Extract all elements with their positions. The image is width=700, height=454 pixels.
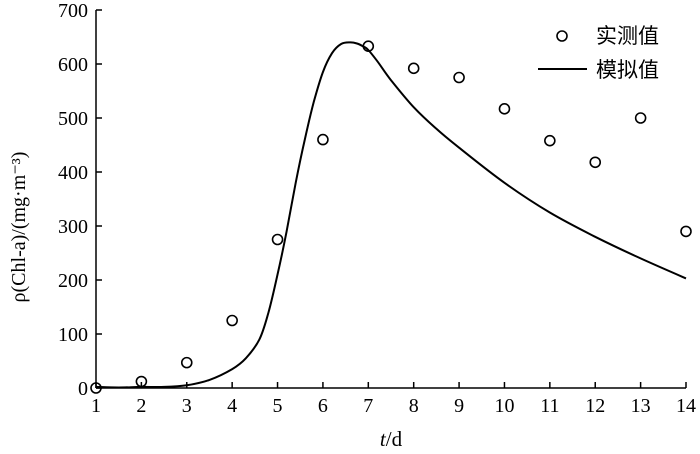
- y-tick-label: 500: [58, 108, 88, 130]
- x-axis-label-var: t: [380, 427, 387, 451]
- data-point-measured: [407, 62, 420, 75]
- data-point-measured: [634, 112, 647, 124]
- y-tick-label: 300: [58, 216, 88, 238]
- data-point-measured: [90, 382, 102, 394]
- x-tick-label: 4: [227, 395, 237, 417]
- y-ticks: 0 100 200 300 400 500 600 700: [58, 0, 102, 400]
- data-point-measured: [362, 40, 375, 52]
- data-point-measured: [135, 375, 148, 388]
- data-point-measured: [453, 71, 465, 84]
- legend-marker-measured: [556, 30, 568, 42]
- x-tick-label: 12: [585, 395, 605, 417]
- series-line-simulated: [95, 41, 687, 389]
- x-tick-label: 14: [676, 395, 696, 417]
- x-tick-label: 10: [494, 395, 514, 417]
- x-tick-label: 8: [409, 395, 419, 417]
- x-tick-label: 7: [363, 395, 373, 417]
- legend-label-measured: 实测值: [596, 24, 659, 48]
- y-tick-label: 400: [58, 162, 88, 184]
- axes: [95, 10, 686, 389]
- data-point-measured: [226, 314, 238, 327]
- data-point-measured: [271, 233, 284, 246]
- y-tick-label: 100: [58, 324, 88, 346]
- y-axis-label: ρ(Chl-a)/(mg·m⁻³): [8, 152, 30, 303]
- x-tick-label: 5: [273, 395, 283, 417]
- data-point-measured: [317, 133, 329, 146]
- legend: 实测值 模拟值: [538, 24, 659, 82]
- y-tick-label: 200: [58, 270, 88, 292]
- x-tick-label: 6: [318, 395, 328, 417]
- data-point-measured: [180, 356, 193, 369]
- x-tick-label: 11: [540, 395, 559, 417]
- x-tick-label: 9: [454, 395, 464, 417]
- data-point-measured: [680, 225, 692, 238]
- x-tick-label: 1: [91, 395, 101, 417]
- legend-label-simulated: 模拟值: [596, 58, 659, 82]
- x-axis-label: t/d: [380, 427, 403, 451]
- x-tick-label: 2: [136, 395, 146, 417]
- y-tick-label: 0: [78, 378, 88, 400]
- x-tick-label: 3: [182, 395, 192, 417]
- series-layer: [90, 40, 692, 394]
- data-point-measured: [544, 134, 556, 147]
- x-tick-label: 13: [631, 395, 651, 417]
- y-tick-label: 600: [58, 54, 88, 76]
- x-axis-label-unit: /d: [386, 427, 403, 451]
- y-tick-label: 700: [58, 0, 88, 22]
- data-point-measured: [589, 156, 602, 169]
- data-point-measured: [498, 103, 511, 115]
